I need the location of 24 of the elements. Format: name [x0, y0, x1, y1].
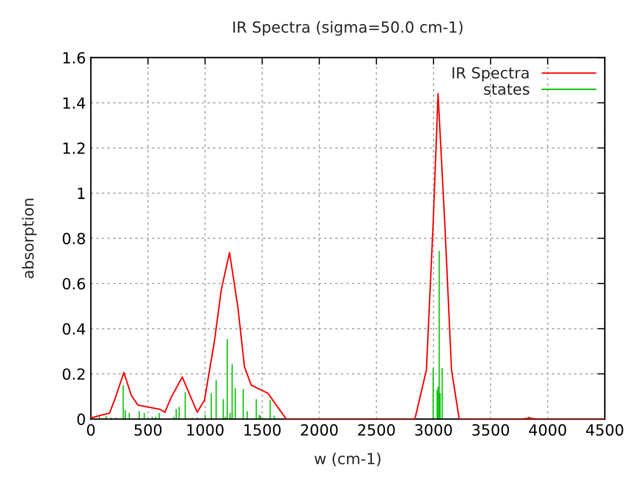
x-tick-label: 1000 [187, 424, 224, 436]
y-tick-label: 0 [77, 414, 86, 426]
x-tick-label: 1500 [244, 424, 281, 436]
x-tick-label: 500 [134, 424, 162, 436]
legend-label: states [484, 84, 530, 95]
y-tick-label: 0.4 [62, 323, 86, 335]
chart-title: IR Spectra (sigma=50.0 cm-1) [233, 20, 462, 36]
y-tick-label: 0.6 [62, 278, 86, 290]
y-tick-label: 1.4 [63, 97, 86, 109]
x-tick-label: 3000 [415, 424, 452, 436]
y-tick-label: 1 [78, 188, 85, 199]
x-tick-label: 0 [87, 424, 95, 436]
y-tick-label: 0.2 [62, 368, 84, 380]
y-axis-title: absorption [22, 198, 37, 278]
x-tick-label: 2000 [300, 424, 338, 436]
legend-label: IR Spectra [452, 67, 529, 82]
y-tick-label: 1.2 [63, 142, 84, 154]
x-tick-label: 4500 [586, 424, 624, 436]
y-tick-label: 1.6 [63, 52, 86, 64]
x-tick-label: 2500 [358, 424, 395, 436]
x-tick-label: 3500 [472, 424, 510, 436]
x-axis-title: w (cm-1) [314, 452, 380, 466]
y-tick-label: 0.8 [62, 232, 85, 244]
x-tick-label: 4000 [529, 424, 566, 436]
